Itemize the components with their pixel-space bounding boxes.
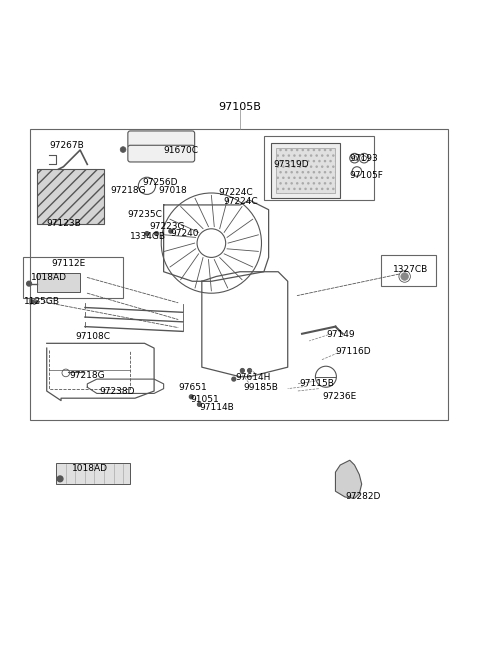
Bar [264, 136, 373, 200]
Circle shape [190, 395, 193, 399]
Text: 97116D: 97116D [336, 347, 371, 357]
Bar [23, 257, 123, 298]
Circle shape [198, 403, 201, 406]
FancyBboxPatch shape [128, 131, 195, 147]
Bar [30, 128, 447, 420]
Text: 97224C: 97224C [218, 188, 253, 197]
Bar [37, 272, 80, 291]
Text: 97282D: 97282D [345, 492, 380, 501]
Text: 97108C: 97108C [75, 332, 110, 341]
Text: 97018: 97018 [159, 186, 188, 195]
Text: 97115B: 97115B [300, 380, 335, 388]
Bar [271, 143, 340, 198]
FancyBboxPatch shape [128, 145, 195, 162]
Text: 97319D: 97319D [274, 160, 309, 169]
Circle shape [401, 272, 408, 280]
Polygon shape [30, 299, 37, 304]
Text: 97123B: 97123B [47, 218, 82, 228]
Text: 97218G: 97218G [110, 186, 146, 195]
Text: 91051: 91051 [190, 395, 219, 403]
Circle shape [169, 229, 173, 233]
Text: 91670C: 91670C [164, 147, 199, 155]
Circle shape [145, 232, 149, 236]
Bar [37, 169, 104, 224]
Text: 97114B: 97114B [199, 403, 234, 413]
Text: 97236E: 97236E [322, 392, 356, 401]
Text: 97256D: 97256D [142, 178, 178, 186]
Bar [276, 147, 336, 193]
Circle shape [155, 232, 158, 236]
Text: 97651: 97651 [178, 383, 207, 392]
Bar [381, 255, 436, 286]
Text: 97105B: 97105B [218, 102, 262, 112]
Text: 99185B: 99185B [244, 383, 279, 392]
Text: 1018AD: 1018AD [72, 464, 108, 473]
Text: 97267B: 97267B [49, 141, 84, 150]
Text: 97223G: 97223G [149, 222, 185, 231]
Text: 97149: 97149 [326, 330, 355, 340]
Text: 97218G: 97218G [70, 371, 105, 380]
Text: 97238D: 97238D [99, 386, 135, 395]
Circle shape [232, 377, 236, 381]
Circle shape [27, 281, 32, 286]
Text: 97193: 97193 [350, 154, 379, 163]
Text: 1125GB: 1125GB [24, 297, 60, 306]
Circle shape [120, 147, 126, 153]
Circle shape [57, 476, 63, 482]
Text: 97240: 97240 [171, 229, 199, 238]
Text: 97105F: 97105F [350, 171, 384, 180]
Text: 1334GB: 1334GB [130, 232, 166, 241]
Circle shape [240, 368, 244, 372]
Text: 97235C: 97235C [128, 210, 163, 219]
Text: 1018AD: 1018AD [31, 273, 67, 282]
Polygon shape [336, 460, 362, 498]
Text: 97112E: 97112E [51, 259, 86, 268]
Text: 1327CB: 1327CB [393, 265, 428, 274]
Text: 97224C: 97224C [223, 197, 258, 205]
Bar [56, 463, 130, 484]
Text: 97614H: 97614H [235, 373, 271, 382]
Circle shape [248, 368, 252, 372]
